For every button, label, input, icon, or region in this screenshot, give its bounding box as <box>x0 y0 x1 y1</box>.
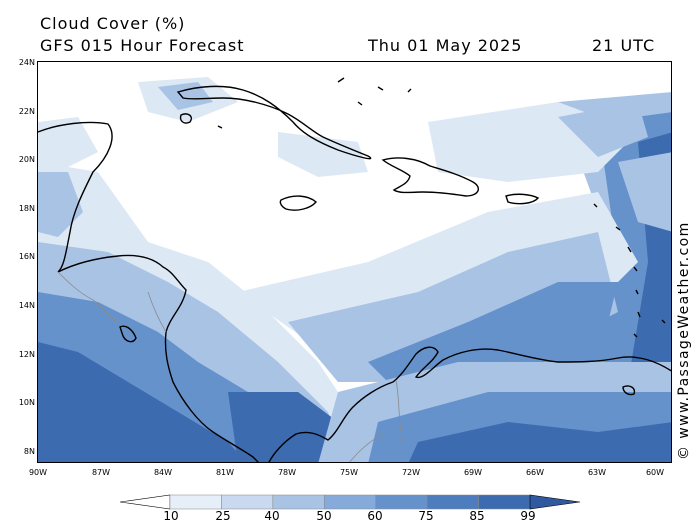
legend-tick-label: 60 <box>367 509 383 523</box>
legend-swatch <box>272 494 325 510</box>
cloud-field <box>38 62 671 462</box>
lat-label: 14N <box>18 301 35 310</box>
lat-label: 18N <box>18 204 35 213</box>
legend-tick-label: 99 <box>520 509 536 523</box>
site-credit: © www.PassageWeather.com <box>676 221 692 460</box>
legend-swatch <box>221 494 274 510</box>
legend-swatch <box>169 494 222 510</box>
lon-label: 66W <box>525 468 545 477</box>
legend-tick-label: 85 <box>469 509 485 523</box>
lon-label: 78W <box>277 468 297 477</box>
lon-label: 63W <box>587 468 607 477</box>
lat-label: 22N <box>18 107 35 116</box>
legend-tick-label: 25 <box>215 509 231 523</box>
map-title: Cloud Cover (%) <box>40 14 186 33</box>
lon-label: 75W <box>339 468 359 477</box>
cloud-cover-map <box>37 61 672 463</box>
lat-label: 16N <box>18 252 35 261</box>
lon-label: 69W <box>463 468 483 477</box>
lat-label: 8N <box>23 447 35 456</box>
forecast-subtitle: GFS 015 Hour Forecast <box>40 36 245 55</box>
forecast-time: 21 UTC <box>592 36 656 55</box>
lon-label: 60W <box>645 468 665 477</box>
lon-label: 90W <box>28 468 48 477</box>
legend-swatch <box>478 494 531 510</box>
coastlines <box>38 77 671 462</box>
legend-tick-label: 75 <box>418 509 434 523</box>
legend-swatch <box>426 494 479 510</box>
legend-tick-label: 10 <box>163 509 179 523</box>
lat-label: 24N <box>18 58 35 67</box>
color-scale-legend <box>119 494 581 510</box>
lon-label: 72W <box>401 468 421 477</box>
legend-tick-label: 40 <box>264 509 280 523</box>
lat-label: 20N <box>18 155 35 164</box>
lon-label: 84W <box>153 468 173 477</box>
legend-high-arrow <box>529 494 581 510</box>
legend-low-arrow <box>119 494 171 510</box>
lon-label: 81W <box>215 468 235 477</box>
legend-swatch <box>375 494 428 510</box>
lat-label: 10N <box>18 398 35 407</box>
legend-tick-label: 50 <box>316 509 332 523</box>
country-borders <box>57 271 404 462</box>
lat-label: 12N <box>18 350 35 359</box>
legend-swatch <box>324 494 376 510</box>
lon-label: 87W <box>91 468 111 477</box>
forecast-date: Thu 01 May 2025 <box>368 36 523 55</box>
